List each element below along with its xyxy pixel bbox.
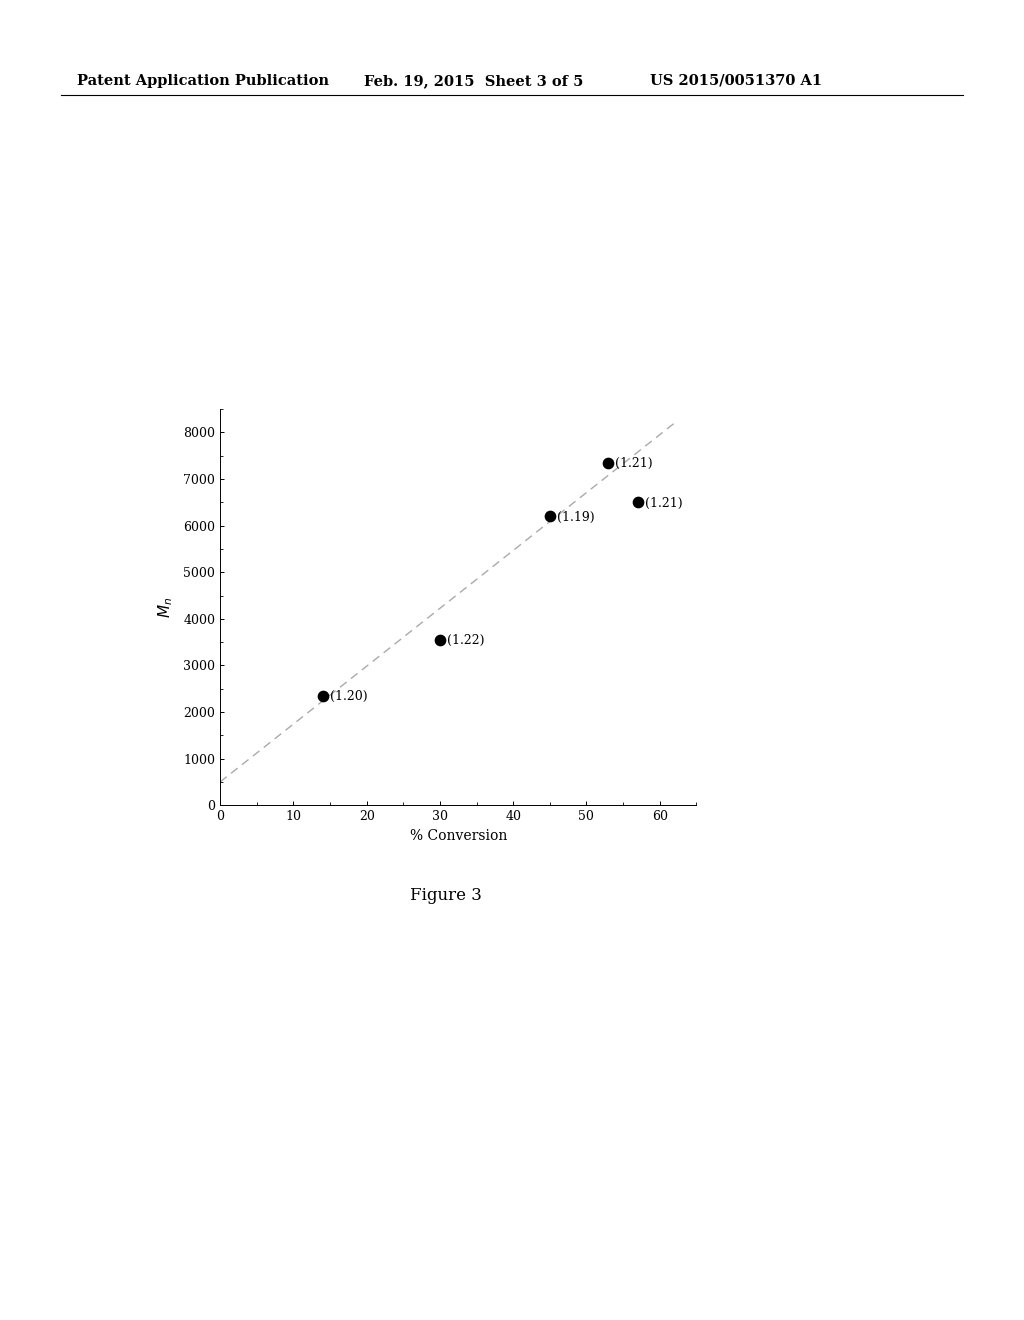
Point [600,453,616,474]
Point [314,685,331,706]
Text: US 2015/0051370 A1: US 2015/0051370 A1 [650,74,822,88]
Text: Patent Application Publication: Patent Application Publication [77,74,329,88]
Point [542,506,558,527]
X-axis label: % Conversion: % Conversion [410,829,507,842]
Text: (1.21): (1.21) [615,457,653,470]
Point [432,630,449,651]
Text: Figure 3: Figure 3 [410,887,481,904]
Text: Feb. 19, 2015  Sheet 3 of 5: Feb. 19, 2015 Sheet 3 of 5 [364,74,583,88]
Y-axis label: $M_n$: $M_n$ [157,597,175,618]
Text: (1.21): (1.21) [645,496,682,510]
Text: (1.20): (1.20) [330,690,368,702]
Point [630,492,646,513]
Text: (1.22): (1.22) [446,634,484,647]
Text: (1.19): (1.19) [557,511,594,524]
